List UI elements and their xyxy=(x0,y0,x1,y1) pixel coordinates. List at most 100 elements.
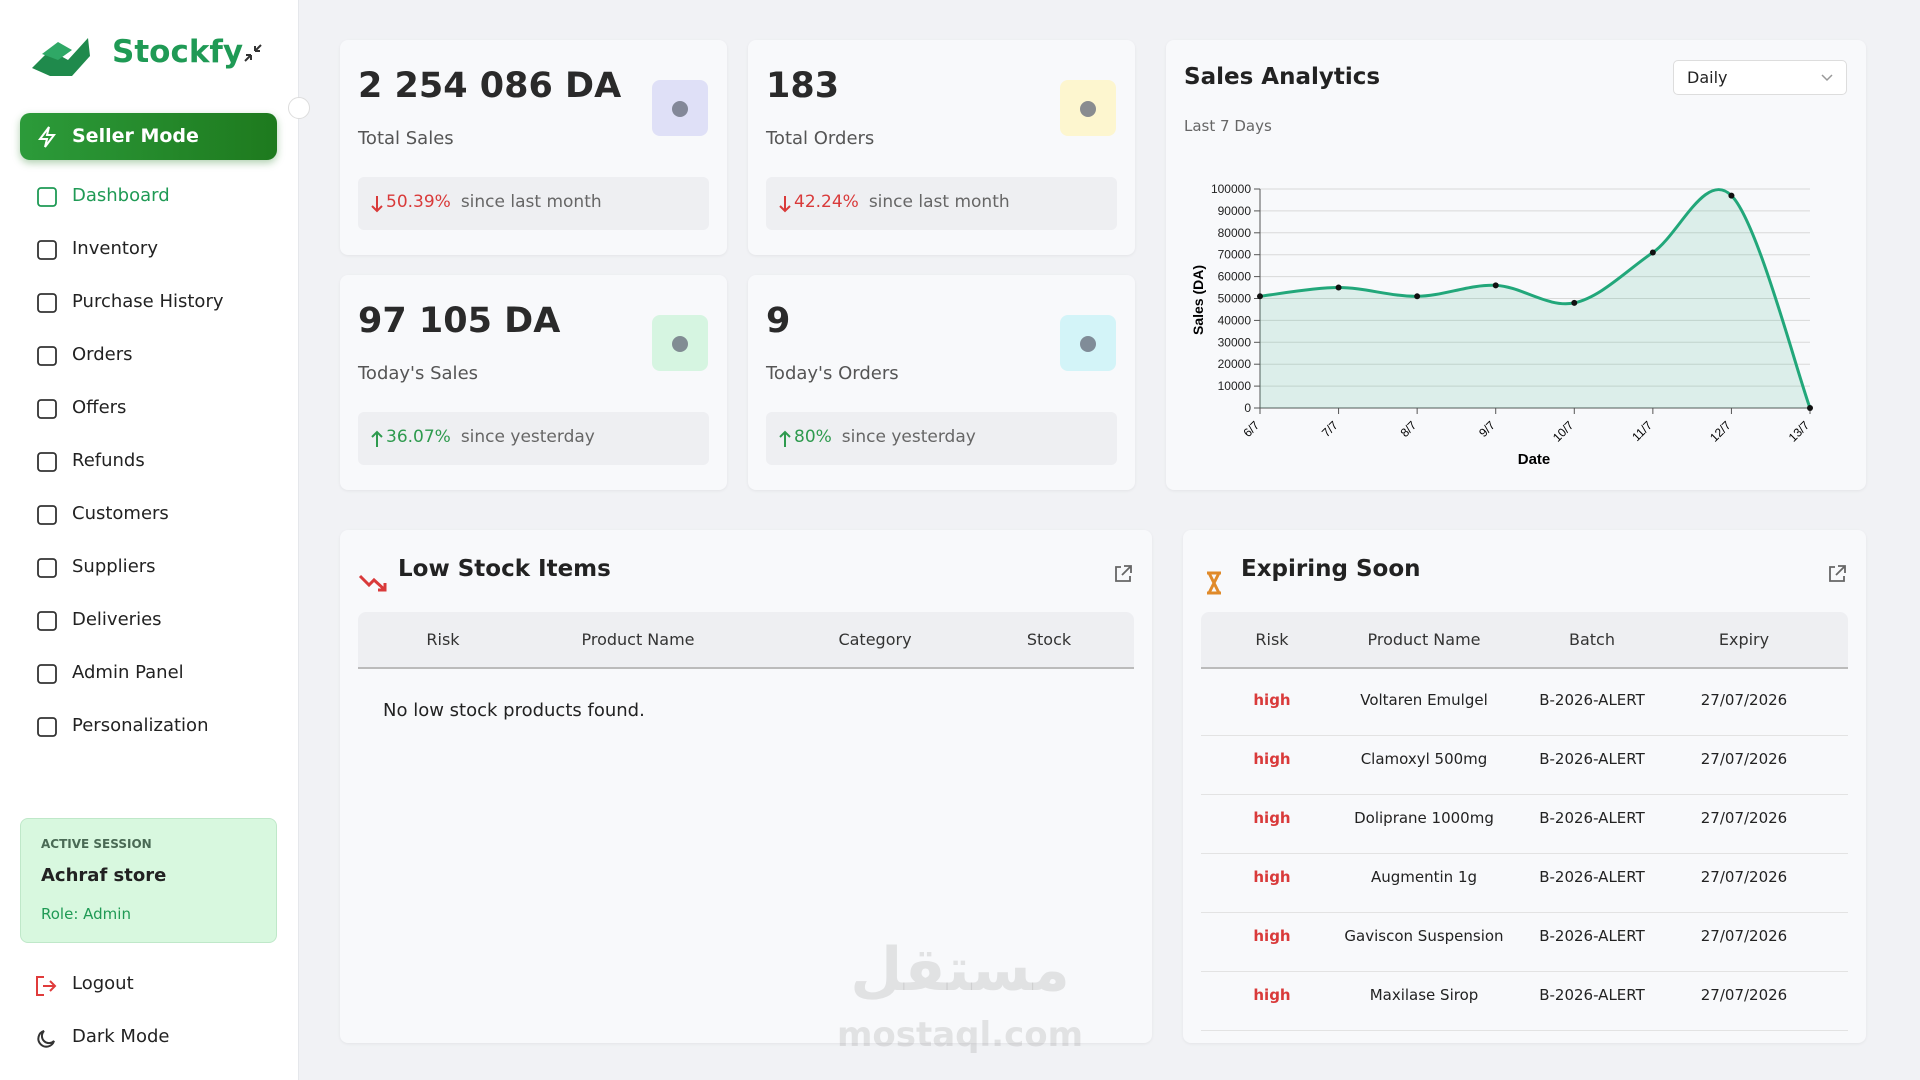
table-cell: 27/07/2026 xyxy=(1700,868,1788,886)
nav-item[interactable]: Deliveries xyxy=(28,601,278,641)
nav-icon-shape xyxy=(37,399,57,419)
nav-icon-shape xyxy=(37,240,57,260)
nav-item[interactable]: Customers xyxy=(28,495,278,535)
logo-icon xyxy=(32,38,90,76)
nav-icon-shape xyxy=(37,611,57,631)
logout-button[interactable]: Logout xyxy=(28,968,278,1004)
glyph-shape xyxy=(1080,101,1096,117)
seller-mode-button[interactable]: Seller Mode xyxy=(20,113,277,160)
dark-mode-button[interactable]: Dark Mode xyxy=(28,1021,278,1057)
change-percent: 42.24% xyxy=(794,192,859,212)
arrow-shape xyxy=(779,196,791,213)
table-cell: Clamoxyl 500mg xyxy=(1360,750,1488,768)
stat-value: 2 254 086 DA xyxy=(358,66,622,106)
y-axis-label: Sales (DA) xyxy=(1190,265,1206,335)
stat-card: 183 Total Orders 42.24% since last month xyxy=(748,40,1135,255)
change-arrow xyxy=(779,196,791,213)
nav-icon xyxy=(37,346,57,366)
column-header: Product Name xyxy=(581,630,695,649)
table-cell: B-2026-ALERT xyxy=(1539,986,1645,1004)
collapse-shape xyxy=(244,44,262,62)
open-link-icon[interactable] xyxy=(1112,563,1134,585)
stat-value: 9 xyxy=(766,301,791,341)
nav-item[interactable]: Purchase History xyxy=(28,283,278,323)
table-row xyxy=(1201,677,1848,736)
x-tick-label: 7/7 xyxy=(1319,418,1341,440)
nav-item[interactable]: Admin Panel xyxy=(28,654,278,694)
x-tick-label: 6/7 xyxy=(1240,418,1262,440)
card-title: Low Stock Items xyxy=(398,556,611,582)
table-cell: high xyxy=(1253,927,1291,945)
change-arrow xyxy=(779,430,791,447)
y-tick-label: 0 xyxy=(1244,401,1251,415)
period-dropdown[interactable]: Daily xyxy=(1673,60,1847,95)
nav-label: Customers xyxy=(72,503,169,524)
stat-change-box: 42.24% since last month xyxy=(766,177,1117,230)
change-note: since yesterday xyxy=(841,427,976,447)
logout-icon xyxy=(36,976,57,996)
table-cell: 27/07/2026 xyxy=(1700,927,1788,945)
caret-shape xyxy=(1821,74,1833,82)
x-axis-label: Date xyxy=(1518,451,1551,468)
nav-icon xyxy=(37,399,57,419)
session-store: Achraf store xyxy=(41,865,167,886)
nav-label: Deliveries xyxy=(72,609,162,630)
change-arrow xyxy=(371,430,383,447)
table-row xyxy=(1201,795,1848,854)
nav-label: Dashboard xyxy=(72,185,170,206)
nav-icon-shape xyxy=(37,558,57,578)
nav-icon-shape xyxy=(37,293,57,313)
table-cell: B-2026-ALERT xyxy=(1539,809,1645,827)
card-icon-shape xyxy=(1207,571,1221,595)
watermark-latin: mostaql.com xyxy=(836,1015,1084,1055)
nav-item[interactable]: Offers xyxy=(28,389,278,429)
period-value: Daily xyxy=(1687,68,1728,87)
expiring-card: Expiring Soon Risk Product Name Batch Expiry… xyxy=(1183,530,1866,1043)
nav-item[interactable]: Inventory xyxy=(28,230,278,270)
stat-label: Total Sales xyxy=(358,128,454,149)
nav-icon xyxy=(37,664,57,684)
sales-chart: 0 10000 20000 30000 40000 50000 60000 70000 8000… xyxy=(1190,182,1813,468)
stat-change-box: 36.07% since yesterday xyxy=(358,412,709,465)
table-cell: high xyxy=(1253,986,1291,1004)
nav-item[interactable]: Personalization xyxy=(28,707,278,747)
table-cell: Doliprane 1000mg xyxy=(1354,809,1494,827)
x-tick-label: 13/7 xyxy=(1786,418,1813,445)
stat-card: 9 Today's Orders 80% since yesterday xyxy=(748,275,1135,490)
change-row: 36.07% since yesterday xyxy=(386,427,595,447)
data-point xyxy=(1649,249,1656,256)
nav-icon xyxy=(37,452,57,472)
sidebar-toggle[interactable] xyxy=(288,97,310,119)
sales-title: Sales Analytics xyxy=(1184,64,1381,90)
session-box: ACTIVE SESSION Achraf store Role: Admin xyxy=(20,818,277,943)
table-cell: B-2026-ALERT xyxy=(1539,868,1645,886)
nav-icon xyxy=(37,505,57,525)
y-tick-label: 40000 xyxy=(1218,313,1252,327)
nav-icon-shape xyxy=(37,346,57,366)
change-row: 42.24% since last month xyxy=(794,192,1010,212)
nav-item[interactable]: Refunds xyxy=(28,442,278,482)
table-cell: 27/07/2026 xyxy=(1700,691,1788,709)
table-row xyxy=(1201,854,1848,913)
data-point xyxy=(1414,293,1421,300)
nav-label: Inventory xyxy=(72,238,158,259)
nav-label: Offers xyxy=(72,397,127,418)
nav-item[interactable]: Dashboard xyxy=(28,177,278,217)
moon-icon xyxy=(37,1030,55,1048)
nav-label: Orders xyxy=(72,344,133,365)
change-note: since last month xyxy=(460,192,602,212)
nav-item[interactable]: Suppliers xyxy=(28,548,278,588)
data-point xyxy=(1335,284,1342,291)
card-icon xyxy=(358,574,387,592)
x-tick-label: 11/7 xyxy=(1629,418,1655,444)
table-header xyxy=(1201,612,1848,669)
card-icon xyxy=(1207,571,1221,595)
column-header: Batch xyxy=(1569,630,1615,649)
x-tick-label: 10/7 xyxy=(1550,418,1577,445)
nav-item[interactable]: Orders xyxy=(28,336,278,376)
stat-icon xyxy=(1060,80,1116,136)
open-link-icon[interactable] xyxy=(1826,563,1848,585)
y-tick-label: 90000 xyxy=(1218,204,1252,218)
